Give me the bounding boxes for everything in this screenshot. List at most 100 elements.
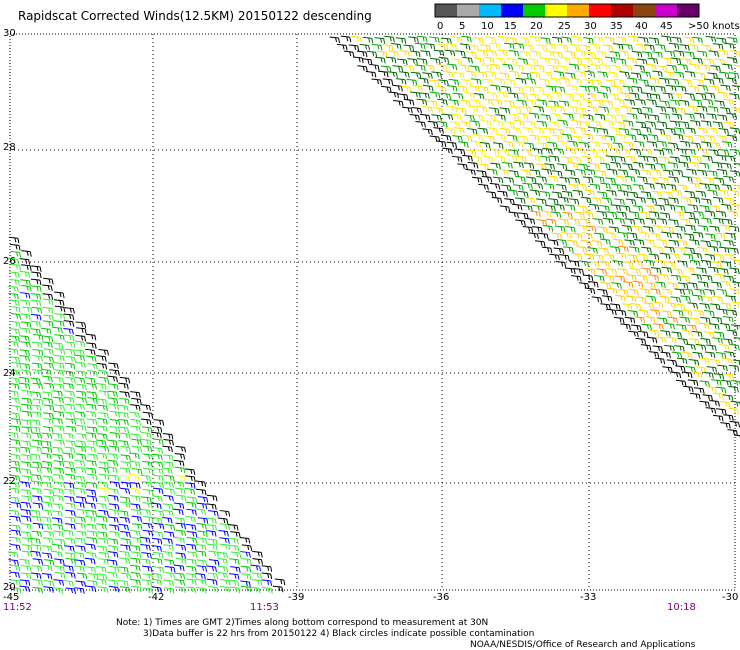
wind-barb [97,425,108,432]
wind-barb [598,106,610,113]
wind-barb [141,426,153,433]
wind-barb [142,515,154,523]
wind-barb [107,538,119,545]
wind-barb [393,99,404,107]
wind-barb [185,515,196,523]
wind-barb [85,446,96,453]
wind-barb [540,114,552,121]
wind-barb [609,51,621,58]
wind-barb [540,210,552,218]
wind-barb [512,140,524,148]
wind-barb [485,191,497,198]
wind-barb [648,77,660,85]
wind-barb [684,266,695,274]
wind-barb [42,306,54,314]
wind-barb [658,273,669,281]
wind-barb [556,239,568,246]
wind-barb [731,281,740,288]
wind-barb [562,211,573,219]
wind-barb [551,36,563,44]
wind-barb [151,578,162,586]
wind-barb [704,310,715,317]
wind-barb [664,322,675,330]
wind-barb [391,42,402,50]
wind-barb [42,375,53,383]
wind-barb [644,205,655,212]
wind-barb [20,468,32,475]
wind-barb [30,293,42,300]
wind-barb [711,161,723,169]
wind-barb [693,309,705,317]
wind-barb [527,58,539,65]
wind-barb [175,552,186,560]
wind-barb [9,481,20,489]
wind-barb [508,70,520,78]
wind-barb [628,288,639,296]
wind-barb [699,400,710,408]
wind-barb [630,72,642,80]
wind-barb [708,85,720,92]
wind-barb [442,147,453,155]
wind-barb [510,127,521,134]
wind-barb [437,43,449,51]
wind-barb [63,580,74,587]
wind-barb [152,530,164,538]
wind-barb [524,120,536,128]
wind-barb [9,279,20,286]
wind-barb [666,106,677,114]
wind-barb [461,134,473,142]
wind-barb [724,351,735,358]
wind-barb [75,361,86,369]
wind-barb [52,326,63,334]
wind-barb [521,106,532,113]
wind-barb [713,373,725,380]
wind-barb [627,35,639,43]
wind-barb [41,368,52,376]
wind-barb [694,72,706,79]
wind-barb [597,91,609,99]
wind-barb [593,232,605,240]
wind-barb [588,281,599,288]
wind-barb [409,113,420,121]
wind-barb [571,232,583,240]
wind-barb [96,355,107,362]
wind-barb [541,168,553,176]
wind-barb [515,77,527,85]
wind-barb [672,133,684,141]
wind-barb [185,586,197,594]
wind-barb [54,565,65,573]
wind-barb [403,98,415,106]
wind-barb [577,224,588,232]
wind-barb [195,550,207,558]
wind-barb [175,494,187,502]
wind-barb [382,44,394,51]
wind-barb [85,502,96,509]
wind-barb [718,267,729,275]
wind-barb [10,466,21,474]
wind-barb [541,93,552,101]
wind-barb [118,418,129,426]
wind-barb [726,77,737,85]
wind-barb [662,169,674,177]
wind-barb [130,495,141,502]
legend-swatch [611,4,633,17]
lon-label-33: -33 [580,592,596,603]
wind-barb [118,411,129,419]
wind-barb [42,501,53,509]
wind-barb [30,391,42,398]
wind-barb [10,320,21,328]
wind-barb [622,85,634,93]
wind-barb [87,363,98,370]
wind-barb [230,566,241,573]
wind-barb [85,467,97,475]
wind-barb [719,401,731,408]
wind-barb [650,288,661,296]
wind-barb [661,288,673,295]
wind-barb [655,259,666,267]
wind-barbs-west-swath [7,236,286,595]
wind-barb [20,432,32,439]
wind-barb [186,565,197,573]
wind-barb [417,35,428,43]
wind-barb [590,64,601,71]
wind-barb [524,197,536,204]
